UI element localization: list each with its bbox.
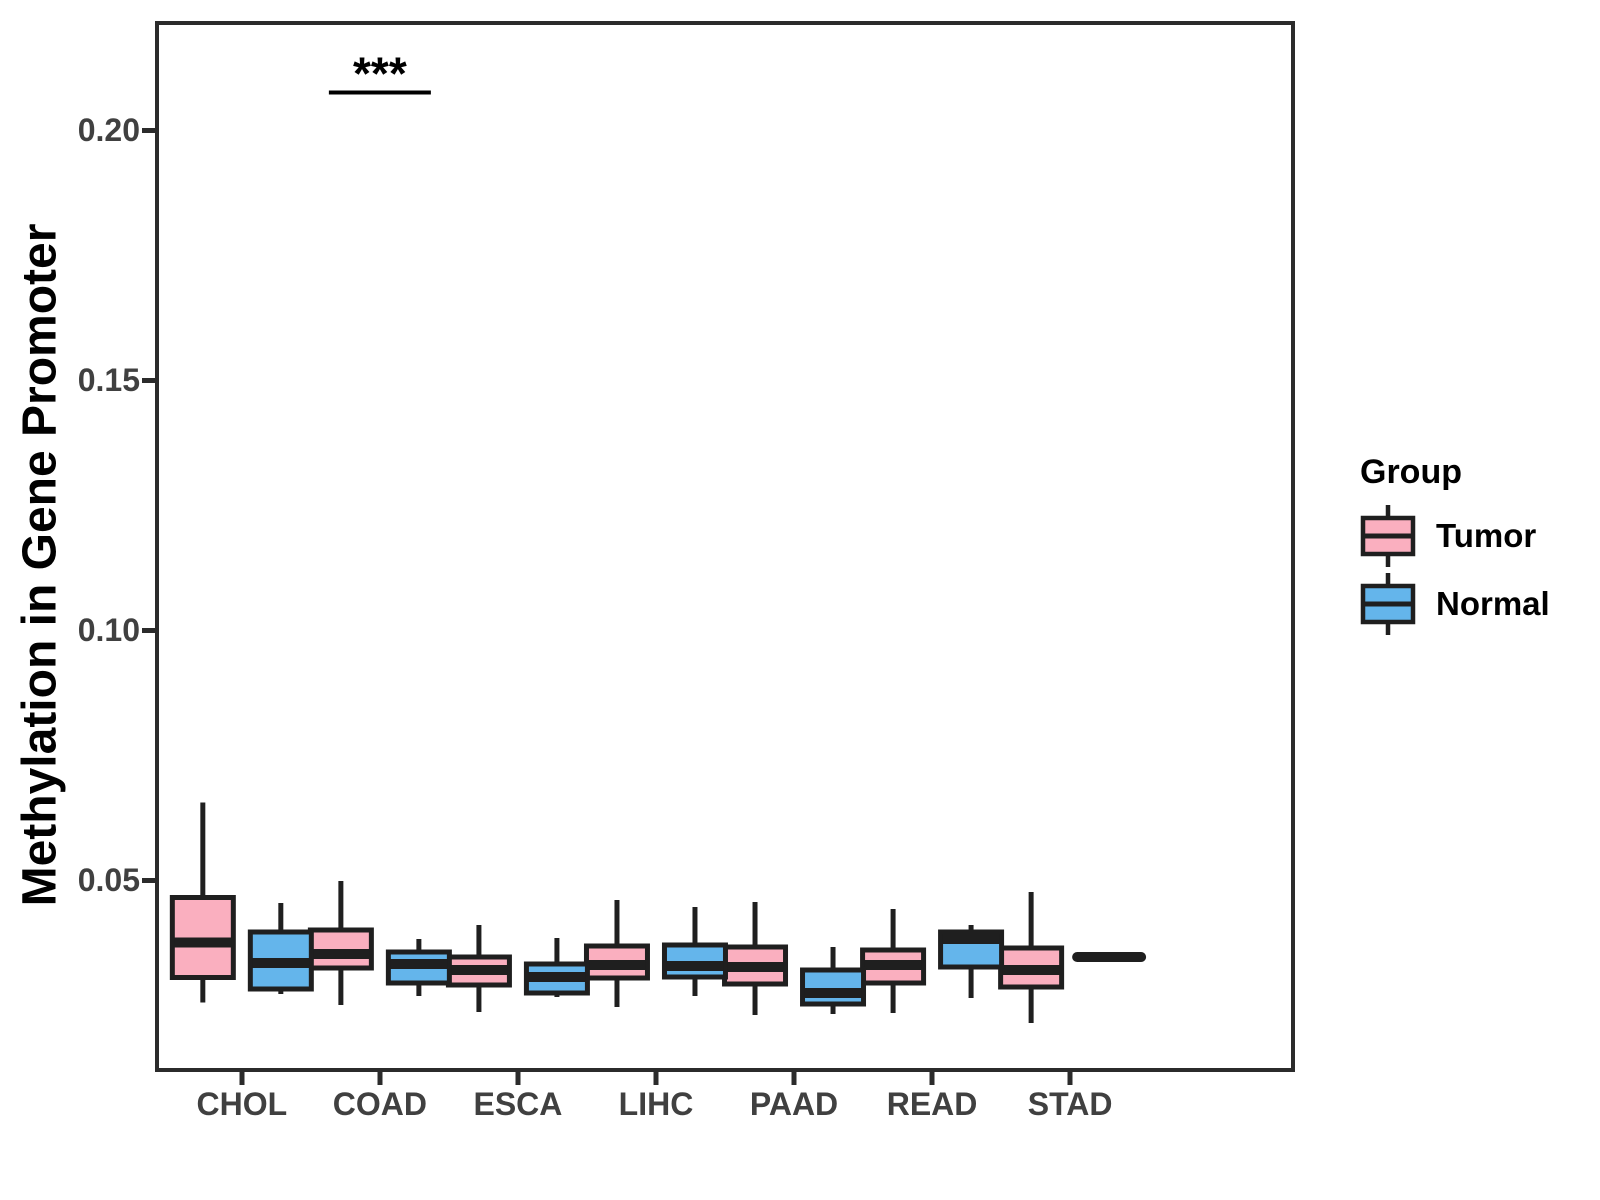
legend-items: Tumor Normal <box>1360 502 1550 638</box>
legend-item-tumor: Tumor <box>1360 502 1550 570</box>
y-tick-mark <box>142 377 155 383</box>
boxplot-lihc-tumor <box>583 900 650 1007</box>
y-tick-mark <box>142 627 155 633</box>
boxplot-key-icon <box>1360 505 1416 567</box>
y-tick-label: 0.15 <box>77 362 140 398</box>
x-tick-mark <box>239 1072 245 1085</box>
boxplot-coad-normal <box>385 939 452 996</box>
boxplot-canvas: *** <box>169 48 1147 1023</box>
y-tick-label: 0.10 <box>77 612 140 648</box>
legend-item-normal: Normal <box>1360 570 1550 638</box>
x-tick-label-lihc: LIHC <box>618 1086 694 1122</box>
y-axis-title: Methylation in Gene Promoter <box>13 223 67 907</box>
boxplot-paad-tumor <box>722 902 789 1015</box>
boxplot-chol-tumor <box>169 802 236 1003</box>
x-tick-label-esca: ESCA <box>473 1086 563 1122</box>
y-tick-label: 0.05 <box>77 862 140 898</box>
x-tick-mark <box>377 1072 383 1085</box>
legend-item-label: Tumor <box>1436 517 1537 554</box>
x-tick-mark <box>791 1072 797 1085</box>
x-tick-mark <box>515 1072 521 1085</box>
boxplot-lihc-normal <box>661 907 728 996</box>
significance-annotation: *** <box>328 48 431 100</box>
x-tick-mark <box>929 1072 935 1085</box>
legend: Group Tumor Normal <box>1360 452 1550 638</box>
x-tick-mark <box>653 1072 659 1085</box>
x-tick-label-read: READ <box>886 1086 978 1122</box>
y-tick-mark <box>142 877 155 883</box>
boxplot-read-normal <box>938 925 1005 998</box>
boxplot-paad-normal <box>800 947 867 1014</box>
plot-panel: *** <box>155 21 1295 1072</box>
x-tick-label-chol: CHOL <box>196 1086 288 1122</box>
boxplot-key-icon <box>1360 573 1416 635</box>
legend-item-label: Normal <box>1436 585 1550 622</box>
x-tick-label-coad: COAD <box>332 1086 427 1122</box>
legend-title: Group <box>1360 453 1462 491</box>
boxplot-stad-tumor <box>998 892 1065 1023</box>
y-tick-mark <box>142 127 155 133</box>
boxplot-coad-tumor <box>307 881 374 1005</box>
box-rect <box>800 967 867 1007</box>
boxplot-esca-normal <box>523 938 590 997</box>
y-tick-label: 0.20 <box>77 112 140 148</box>
boxplot-chol-normal <box>247 903 314 994</box>
boxplot-read-tumor <box>860 909 927 1013</box>
x-tick-label-paad: PAAD <box>749 1086 839 1122</box>
x-tick-label-stad: STAD <box>1027 1086 1113 1122</box>
boxplot-esca-tumor <box>445 925 512 1012</box>
x-tick-mark <box>1067 1072 1073 1085</box>
significance-stars: *** <box>353 48 407 100</box>
